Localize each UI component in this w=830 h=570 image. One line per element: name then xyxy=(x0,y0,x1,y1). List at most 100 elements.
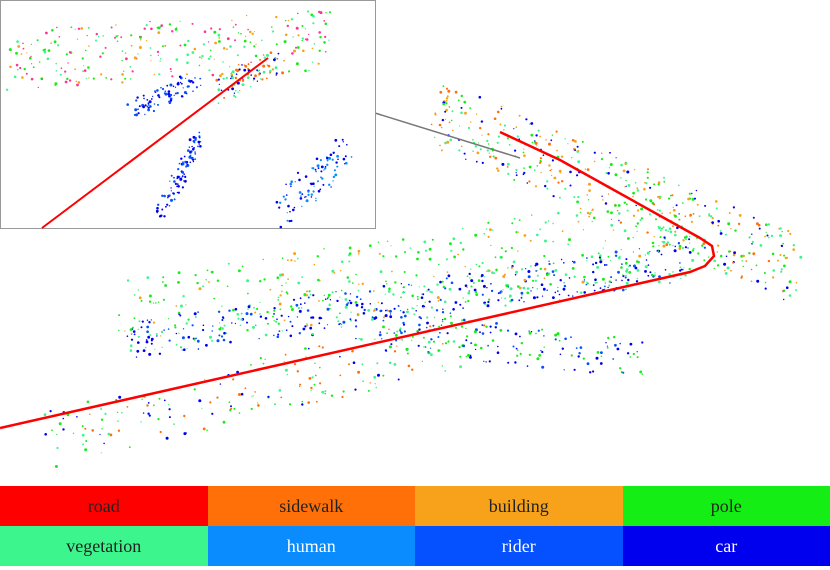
point xyxy=(226,285,229,288)
point xyxy=(132,330,136,333)
point xyxy=(517,285,520,288)
point xyxy=(339,323,342,325)
point xyxy=(745,260,748,262)
point xyxy=(170,190,172,192)
point xyxy=(150,27,153,31)
point xyxy=(298,309,302,313)
point xyxy=(698,215,701,218)
point xyxy=(531,214,533,216)
point xyxy=(361,302,364,306)
point xyxy=(704,204,707,207)
point xyxy=(229,66,231,68)
point xyxy=(339,355,341,358)
point xyxy=(535,270,537,272)
point xyxy=(453,255,456,259)
point xyxy=(297,281,301,285)
point xyxy=(211,339,214,342)
point xyxy=(198,399,202,403)
point xyxy=(222,420,226,424)
point xyxy=(659,236,662,239)
point xyxy=(228,309,231,312)
point xyxy=(273,334,275,337)
point xyxy=(26,52,28,54)
point xyxy=(633,169,636,171)
point xyxy=(573,275,576,278)
point xyxy=(314,168,317,171)
point xyxy=(652,245,655,248)
point xyxy=(641,373,643,375)
point xyxy=(205,343,208,347)
point xyxy=(284,368,288,372)
point xyxy=(527,270,531,273)
point xyxy=(482,284,486,288)
point xyxy=(669,212,672,214)
point xyxy=(267,395,270,398)
point xyxy=(397,305,400,307)
point xyxy=(441,311,445,314)
point xyxy=(85,440,88,442)
point xyxy=(336,299,339,303)
point xyxy=(783,298,785,301)
point xyxy=(589,371,592,374)
point xyxy=(286,292,289,295)
point xyxy=(636,189,640,192)
point xyxy=(324,392,327,395)
point xyxy=(340,323,343,326)
point xyxy=(536,269,538,272)
point xyxy=(177,191,180,194)
point xyxy=(276,276,280,280)
point xyxy=(97,35,100,38)
point xyxy=(394,281,397,284)
point xyxy=(355,337,357,340)
point xyxy=(256,80,259,82)
point xyxy=(183,91,187,94)
point xyxy=(187,39,190,43)
point xyxy=(382,325,385,329)
point xyxy=(292,36,294,38)
point xyxy=(150,59,152,61)
point xyxy=(247,28,249,31)
point xyxy=(528,180,531,183)
point xyxy=(446,271,449,273)
point xyxy=(100,452,102,454)
point xyxy=(742,265,744,268)
point xyxy=(302,327,306,331)
point xyxy=(417,344,420,347)
point xyxy=(417,251,420,254)
point xyxy=(328,307,331,310)
point xyxy=(626,203,628,206)
point xyxy=(341,138,344,141)
point xyxy=(348,260,351,263)
point xyxy=(157,103,159,106)
point xyxy=(254,311,257,314)
point xyxy=(607,255,610,258)
point xyxy=(275,74,278,76)
point xyxy=(77,81,81,84)
point xyxy=(189,161,192,164)
point xyxy=(266,310,269,314)
point xyxy=(315,170,317,173)
point xyxy=(316,164,320,168)
point xyxy=(544,184,547,188)
point xyxy=(500,107,503,110)
point xyxy=(413,313,416,316)
point xyxy=(261,78,264,81)
point xyxy=(369,382,371,384)
point xyxy=(297,306,300,310)
point xyxy=(406,352,409,355)
point xyxy=(314,362,316,364)
point xyxy=(767,259,771,263)
point xyxy=(585,283,588,286)
point xyxy=(413,308,415,310)
point xyxy=(756,222,759,226)
point xyxy=(506,329,510,332)
point xyxy=(374,383,376,385)
point xyxy=(273,307,276,310)
point xyxy=(573,368,576,371)
point xyxy=(146,40,148,42)
point xyxy=(593,160,596,163)
point xyxy=(137,289,139,291)
point xyxy=(384,314,388,318)
point xyxy=(167,328,170,330)
point xyxy=(534,141,538,145)
